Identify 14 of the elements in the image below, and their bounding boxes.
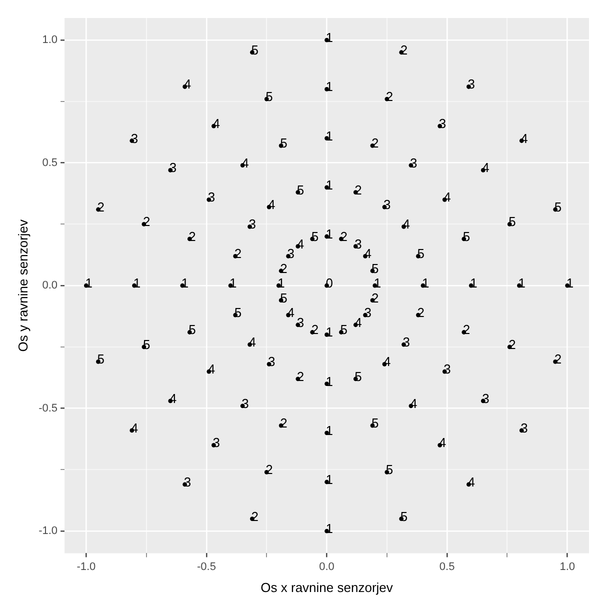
y-tick-label: -0.5	[38, 402, 58, 414]
y-axis-title: Os y ravnine senzorjev	[15, 218, 30, 352]
annotation: 1	[326, 128, 334, 144]
annotation: 1	[326, 374, 334, 389]
y-tick-label: 1.0	[42, 34, 58, 46]
y-tick-label: -1.0	[38, 525, 58, 538]
x-tick-label: -0.5	[197, 560, 216, 573]
x-tick-label: 1.0	[560, 560, 575, 573]
x-axis-title: Os x ravnine senzorjev	[260, 580, 394, 595]
y-tick-label: 0.0	[42, 280, 58, 292]
x-tick-label: 0.0	[319, 560, 334, 573]
y-tick-label: 0.5	[42, 156, 58, 169]
x-tick-label: -1.0	[76, 560, 96, 573]
x-tick-label: 0.5	[439, 560, 455, 573]
